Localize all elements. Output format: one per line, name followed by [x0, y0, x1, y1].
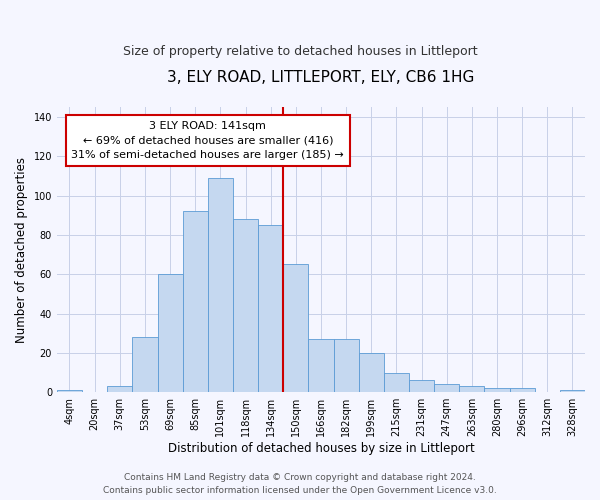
- Bar: [334, 339, 359, 392]
- Bar: [384, 372, 409, 392]
- Bar: [158, 274, 182, 392]
- Bar: [509, 388, 535, 392]
- Bar: [459, 386, 484, 392]
- Bar: [233, 219, 258, 392]
- Text: 3 ELY ROAD: 141sqm
← 69% of detached houses are smaller (416)
31% of semi-detach: 3 ELY ROAD: 141sqm ← 69% of detached hou…: [71, 121, 344, 160]
- Title: 3, ELY ROAD, LITTLEPORT, ELY, CB6 1HG: 3, ELY ROAD, LITTLEPORT, ELY, CB6 1HG: [167, 70, 475, 85]
- Bar: [409, 380, 434, 392]
- Bar: [107, 386, 133, 392]
- Bar: [434, 384, 459, 392]
- Bar: [182, 211, 208, 392]
- X-axis label: Distribution of detached houses by size in Littleport: Distribution of detached houses by size …: [167, 442, 475, 455]
- Bar: [208, 178, 233, 392]
- Bar: [308, 339, 334, 392]
- Bar: [484, 388, 509, 392]
- Bar: [359, 353, 384, 392]
- Bar: [560, 390, 585, 392]
- Text: Contains HM Land Registry data © Crown copyright and database right 2024.
Contai: Contains HM Land Registry data © Crown c…: [103, 474, 497, 495]
- Text: Size of property relative to detached houses in Littleport: Size of property relative to detached ho…: [122, 45, 478, 58]
- Bar: [283, 264, 308, 392]
- Bar: [57, 390, 82, 392]
- Bar: [133, 337, 158, 392]
- Y-axis label: Number of detached properties: Number of detached properties: [15, 156, 28, 342]
- Bar: [258, 225, 283, 392]
